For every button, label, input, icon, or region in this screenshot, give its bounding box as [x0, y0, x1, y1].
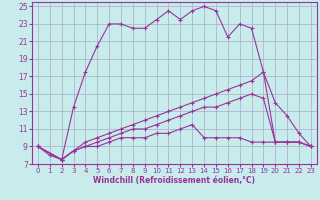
X-axis label: Windchill (Refroidissement éolien,°C): Windchill (Refroidissement éolien,°C) [93, 176, 255, 185]
